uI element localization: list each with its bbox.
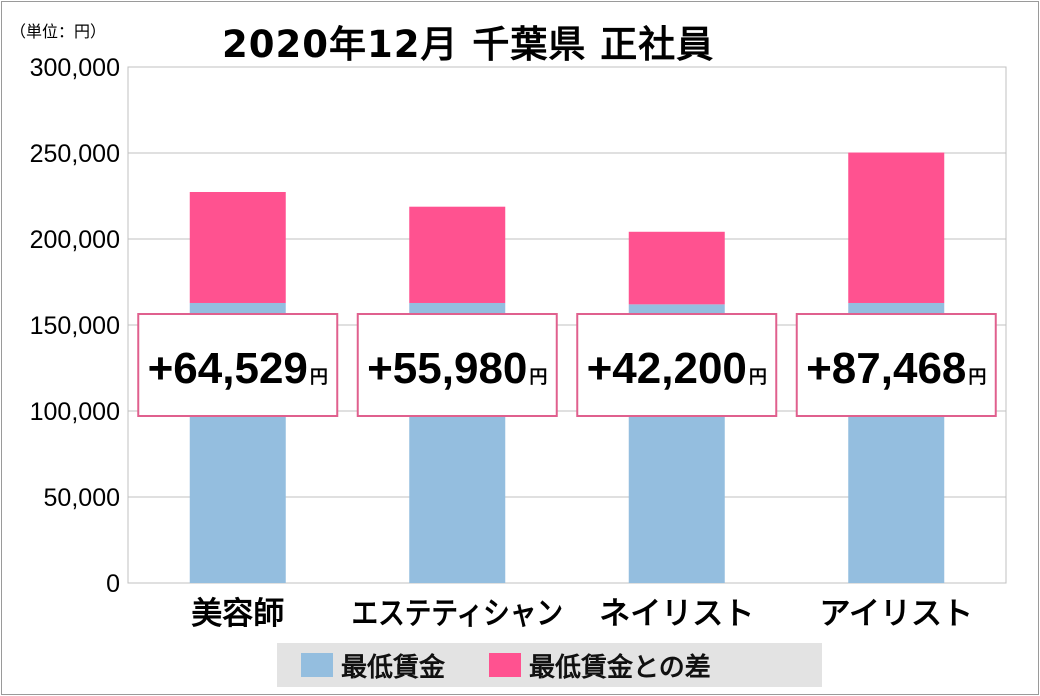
x-category-label: アイリスト bbox=[820, 596, 973, 632]
difference-unit-label: 円 bbox=[968, 367, 986, 388]
difference-label-box bbox=[795, 313, 997, 417]
legend-label-min-wage: 最低賃金 bbox=[341, 652, 446, 683]
difference-label-box bbox=[137, 313, 339, 417]
y-tick-label: 0 bbox=[106, 570, 120, 598]
difference-unit-label: 円 bbox=[749, 367, 767, 388]
legend-item-min-wage: 最低賃金 bbox=[301, 647, 445, 684]
y-tick-label: 300,000 bbox=[30, 54, 120, 82]
difference-data-label: +55,980 bbox=[367, 344, 527, 393]
difference-data-label: +87,468 bbox=[806, 344, 966, 393]
x-category-label: ネイリスト bbox=[599, 596, 754, 632]
difference-unit-label: 円 bbox=[310, 367, 328, 388]
bar-difference bbox=[409, 206, 506, 303]
y-tick-label: 100,000 bbox=[30, 398, 120, 426]
difference-unit-label: 円 bbox=[529, 367, 547, 388]
legend-label-difference: 最低賃金との差 bbox=[529, 652, 711, 683]
difference-data-label: +42,200 bbox=[587, 344, 747, 393]
x-category-label: エステティシャン bbox=[352, 596, 564, 632]
chart-title: 2020年12月 千葉県 正社員 bbox=[222, 23, 715, 66]
difference-label-box bbox=[576, 313, 778, 417]
legend-swatch-min-wage bbox=[301, 653, 333, 677]
y-tick-label: 150,000 bbox=[30, 312, 120, 340]
bar-difference bbox=[189, 191, 286, 303]
difference-data-label: +64,529 bbox=[148, 344, 308, 393]
x-category-label: 美容師 bbox=[191, 596, 284, 632]
y-tick-label: 250,000 bbox=[30, 140, 120, 168]
legend-item-difference: 最低賃金との差 bbox=[489, 647, 711, 684]
bar-difference bbox=[848, 152, 945, 303]
legend-swatch-difference bbox=[489, 653, 522, 677]
chart-legend: 最低賃金 最低賃金との差 bbox=[277, 643, 822, 687]
y-tick-label: 50,000 bbox=[44, 484, 120, 512]
y-tick-label: 200,000 bbox=[30, 226, 120, 254]
unit-label: （単位：円） bbox=[10, 22, 107, 41]
difference-label-box bbox=[356, 313, 558, 417]
bar-difference bbox=[628, 231, 725, 305]
